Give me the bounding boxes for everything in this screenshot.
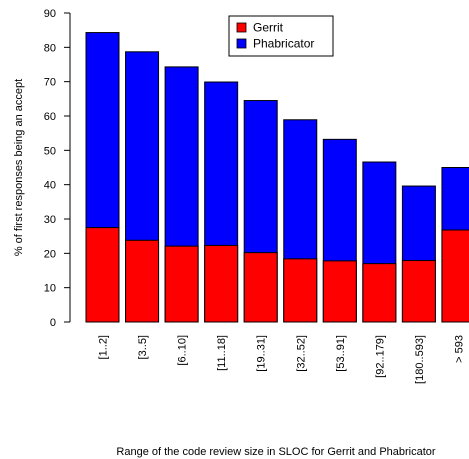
legend-swatch-gerrit xyxy=(236,22,247,33)
legend-label-gerrit: Gerrit xyxy=(253,21,284,35)
y-tick-label-5: 50 xyxy=(44,145,56,157)
bar-gerrit-4 xyxy=(243,252,278,323)
x-tick-label-6: [53..91] xyxy=(335,335,347,372)
legend: Gerrit Phabricator xyxy=(228,15,334,57)
x-axis-label: Range of the code review size in SLOC fo… xyxy=(116,446,435,458)
x-tick-label-8: [180..593] xyxy=(414,335,426,384)
x-tick-label-3: [11..18] xyxy=(216,335,228,371)
bar-gerrit-6 xyxy=(322,260,357,323)
bar-gerrit-0 xyxy=(85,227,120,323)
x-tick-label-2: [6..10] xyxy=(177,335,189,366)
y-tick-label-9: 90 xyxy=(44,8,56,20)
y-tick-label-4: 40 xyxy=(44,180,56,192)
y-axis-ticks: 0 10 20 30 40 50 60 70 80 90 xyxy=(44,8,70,329)
bar-gerrit-1 xyxy=(125,239,160,323)
y-tick-label-0: 0 xyxy=(50,317,56,329)
x-tick-label-1: [3..5] xyxy=(137,335,149,359)
x-tick-label-0: [1..2] xyxy=(98,335,110,359)
x-tick-label-7: [92..179] xyxy=(374,335,386,378)
y-tick-label-6: 60 xyxy=(44,111,56,123)
y-tick-label-3: 30 xyxy=(44,214,56,226)
bar-gerrit-8 xyxy=(401,260,436,323)
bar-gerrit-2 xyxy=(164,245,199,323)
y-tick-label-1: 10 xyxy=(44,283,56,295)
x-axis-tick-labels: [1..2] [3..5] [6..10] [11..18] [19..31] [32..… xyxy=(98,335,466,384)
bar-gerrit-9 xyxy=(441,229,469,323)
bar-gerrit-5 xyxy=(283,258,318,323)
x-tick-label-4: [19..31] xyxy=(256,335,268,372)
legend-swatch-phabricator xyxy=(236,38,247,49)
y-axis-label: % of first responses being an accept xyxy=(13,79,25,256)
x-tick-label-5: [32..52] xyxy=(295,335,307,372)
legend-label-phabricator: Phabricator xyxy=(253,37,314,51)
bar-gerrit-3 xyxy=(204,244,239,323)
bar-gerrit-7 xyxy=(362,263,397,323)
bars-group xyxy=(85,32,469,323)
y-tick-label-7: 70 xyxy=(44,77,56,89)
y-tick-label-8: 80 xyxy=(44,42,56,54)
x-tick-label-9: > 593 xyxy=(453,335,465,363)
y-tick-label-2: 20 xyxy=(44,248,56,260)
